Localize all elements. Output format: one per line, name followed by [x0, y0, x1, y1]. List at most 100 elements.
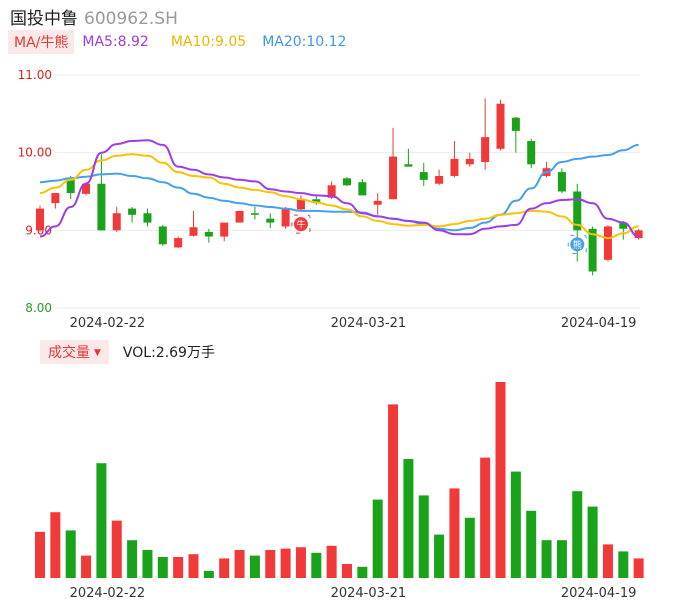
volume-bar [157, 557, 168, 578]
bear-signal-icon: 熊 [567, 234, 587, 254]
price-tick-label: 11.00 [18, 68, 52, 82]
candle [389, 127, 398, 200]
candle-body [450, 158, 459, 176]
candle [250, 207, 259, 220]
ma5-line [39, 139, 639, 238]
volume-bar [618, 551, 629, 578]
candle-body [435, 175, 444, 184]
candle-body [281, 208, 290, 227]
candle [358, 179, 367, 196]
volume-bar [495, 382, 506, 578]
volume-bar [357, 566, 368, 578]
candle [97, 154, 106, 231]
candle [343, 176, 351, 187]
candle [281, 207, 290, 229]
price-tick-label: 8.00 [25, 301, 52, 315]
volume-bar [280, 548, 291, 578]
candle [465, 152, 474, 167]
candle-body [603, 226, 612, 260]
candle [557, 168, 566, 194]
volume-bar [434, 534, 445, 578]
candle-body [250, 213, 259, 215]
candle [36, 205, 44, 232]
volume-bar [265, 550, 276, 578]
candle [220, 222, 229, 242]
candle-body [327, 185, 336, 198]
candle-body [174, 238, 183, 248]
candle-body [557, 172, 566, 192]
candle [235, 210, 244, 223]
candle [158, 224, 167, 246]
triangle-down-icon: ▼ [94, 348, 101, 358]
volume-bar [541, 540, 552, 578]
candle-body [465, 158, 474, 165]
volume-bar [249, 555, 260, 578]
candle-body [343, 178, 351, 186]
volume-date-label: 2024-04-19 [561, 586, 637, 601]
volume-legend: 成交量 ▼ VOL:2.69万手 [40, 340, 215, 364]
signal-label: 牛 [296, 219, 305, 231]
volume-bar [219, 558, 230, 578]
volume-bar [142, 550, 153, 578]
volume-bar [418, 495, 429, 578]
candle-body [573, 191, 582, 231]
ma-type-selector[interactable]: MA/牛熊 [8, 30, 75, 54]
volume-bar [173, 557, 184, 578]
candle-body [112, 213, 121, 231]
candle-body [220, 222, 229, 237]
signal-frame [291, 214, 311, 234]
candle [143, 208, 152, 227]
candle-body [204, 231, 213, 237]
candle-body [634, 230, 643, 239]
price-date-label: 2024-04-19 [561, 316, 637, 331]
stock-code: 600962.SH [84, 9, 178, 29]
volume-bar [526, 510, 537, 578]
bull-signal-icon: 牛 [291, 214, 311, 234]
candle [296, 195, 305, 211]
candle-body [527, 141, 536, 165]
candle [204, 228, 213, 243]
volume-indicator-selector[interactable]: 成交量 ▼ [40, 340, 109, 364]
candle-body [481, 137, 490, 162]
candle-body [128, 208, 137, 215]
candle-body [419, 172, 428, 180]
candle [542, 161, 551, 178]
volume-bar [342, 564, 352, 578]
volume-value: VOL:2.69万手 [122, 345, 215, 361]
price-tick-label: 10.00 [18, 146, 52, 160]
candle [481, 98, 490, 170]
candle-body [189, 227, 198, 236]
candle [527, 138, 536, 169]
stock-name: 国投中鲁 [10, 9, 78, 29]
ma20-line [39, 143, 639, 232]
candle [603, 224, 612, 262]
candle [174, 236, 183, 249]
volume-bar [572, 491, 583, 578]
candle-body [66, 177, 75, 194]
candle [496, 99, 505, 151]
candle-body [296, 199, 305, 210]
price-date-label: 2024-02-22 [70, 316, 146, 331]
candle-body [158, 226, 167, 245]
volume-bar [234, 550, 245, 578]
candle-body [36, 208, 44, 231]
candle [419, 162, 428, 187]
volume-date-label: 2024-02-22 [70, 586, 146, 601]
candle [51, 193, 60, 209]
candle-body [511, 117, 520, 131]
volume-indicator-label: 成交量 [48, 345, 90, 361]
volume-bar [35, 531, 45, 578]
ma10-line [39, 153, 639, 240]
candle [634, 228, 643, 240]
volume-bar [50, 512, 61, 578]
volume-bar [388, 404, 399, 578]
candle-body [82, 183, 91, 194]
candle-body [496, 103, 505, 149]
candle [373, 193, 382, 215]
candle [619, 221, 628, 240]
candle-body [358, 182, 367, 196]
volume-bar [449, 488, 460, 578]
candle-body [97, 183, 106, 231]
ma20-value: MA20:10.12 [262, 34, 347, 50]
